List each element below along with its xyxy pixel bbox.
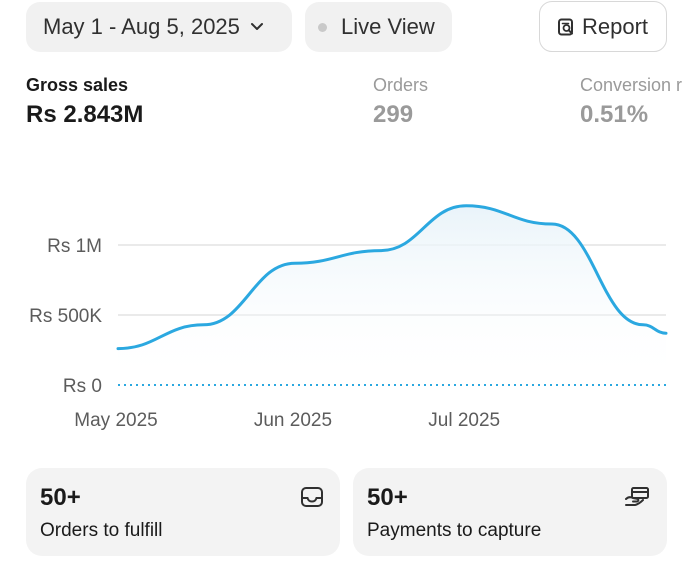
series-area	[118, 205, 666, 385]
gross-sales-chart: Rs 0 Rs 500K Rs 1M May 2025 Jun 2025 Jul 2025	[29, 204, 668, 431]
y-tick-label: Rs 0	[63, 376, 102, 397]
date-range-label: May 1 - Aug 5, 2025	[43, 14, 240, 39]
y-tick-label: Rs 1M	[47, 236, 102, 257]
gross-sales-label: Gross sales	[26, 75, 129, 95]
gross-sales-value: Rs 2.843M	[26, 101, 144, 128]
conversion-metric[interactable]: Conversion r 0.51%	[580, 74, 682, 130]
x-tick-label: Jul 2025	[428, 410, 500, 431]
orders-value: 299	[373, 101, 414, 128]
x-tick-label: Jun 2025	[254, 410, 332, 431]
payments-to-capture-card[interactable]: 50+ Payments to capture	[353, 468, 667, 556]
live-view-button[interactable]: Live View	[305, 2, 452, 52]
report-label: Report	[582, 13, 649, 39]
gross-sales-metric[interactable]: Gross sales Rs 2.843M	[26, 74, 143, 130]
chevron-down-icon	[250, 22, 264, 32]
report-icon	[556, 17, 576, 37]
live-view-label: Live View	[341, 14, 435, 39]
live-status-dot	[318, 22, 327, 32]
inbox-icon	[300, 486, 324, 508]
orders-label: Orders	[373, 75, 429, 95]
payments-to-capture-label: Payments to capture	[367, 520, 542, 541]
x-tick-label: May 2025	[74, 410, 157, 431]
orders-to-fulfill-card[interactable]: 50+ Orders to fulfill	[26, 468, 340, 556]
conversion-label: Conversion r	[580, 75, 683, 95]
y-tick-label: Rs 500K	[29, 306, 102, 327]
report-button[interactable]: Report	[539, 1, 667, 52]
hand-card-icon	[623, 486, 651, 508]
orders-to-fulfill-label: Orders to fulfill	[40, 520, 163, 541]
payments-to-capture-count: 50+	[367, 484, 408, 511]
orders-metric[interactable]: Orders 299	[373, 74, 428, 130]
series-line	[116, 204, 668, 351]
orders-to-fulfill-count: 50+	[40, 484, 81, 511]
date-range-picker[interactable]: May 1 - Aug 5, 2025	[26, 2, 292, 52]
conversion-value: 0.51%	[580, 101, 649, 128]
